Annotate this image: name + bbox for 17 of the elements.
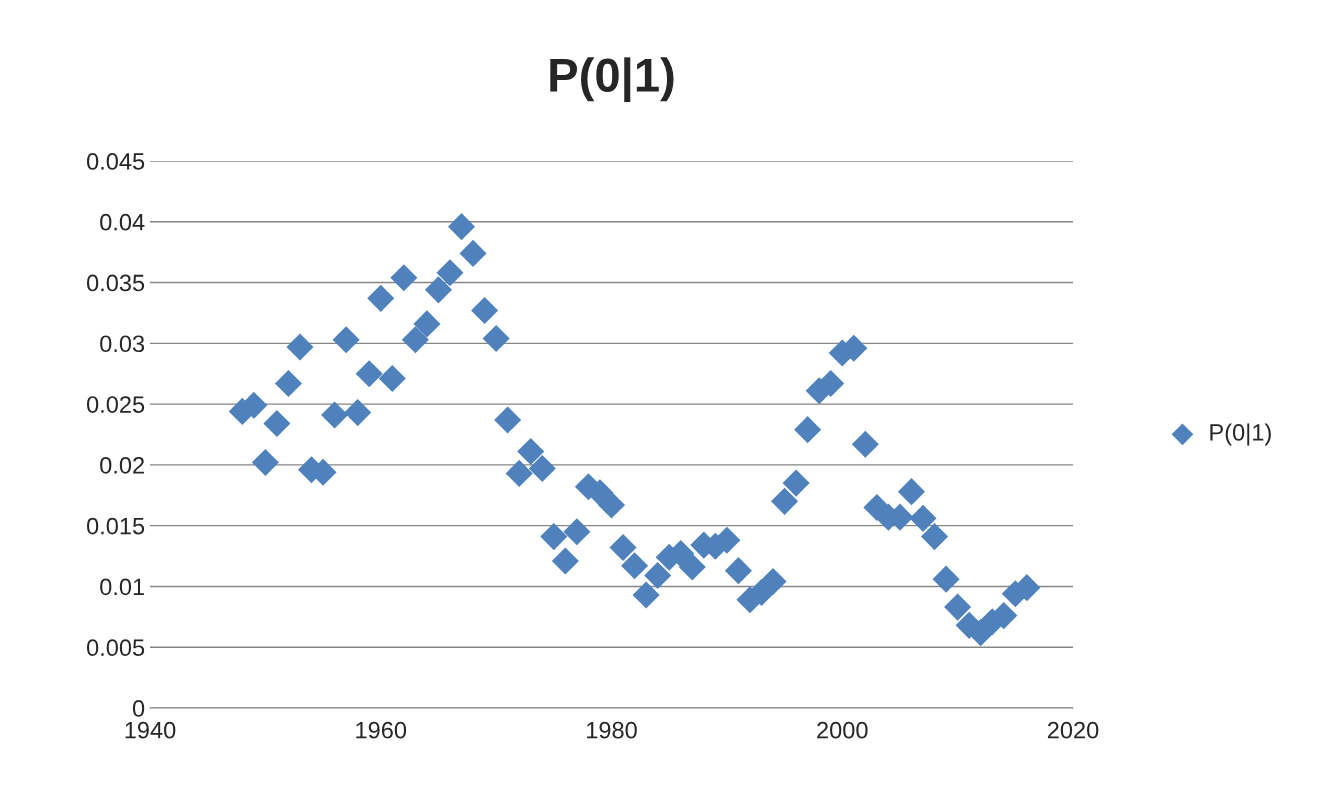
y-tick-label: 0.005 [86,639,145,657]
y-tick-label: 0.045 [86,153,145,170]
y-tick-label: 0.03 [100,335,145,353]
y-tick-label: 0.015 [86,517,145,535]
y-tick-label: 0.04 [100,213,145,231]
legend-label: P(0|1) [1210,423,1271,446]
x-tick-label: 2000 [817,721,868,739]
y-tick-label: 0.02 [100,456,144,474]
x-tick-label: 1980 [587,721,637,739]
y-tick-label: 0.035 [86,274,145,292]
y-tick-label: 0.01 [100,578,144,596]
y-tick-label: 0.025 [86,396,145,413]
chart-title: P(0|1) [550,57,674,103]
x-tick-label: 2020 [1047,721,1099,739]
x-tick-label: 1940 [125,721,176,739]
y-tick-label: 0 [132,700,145,717]
x-tick-label: 1960 [356,721,407,739]
